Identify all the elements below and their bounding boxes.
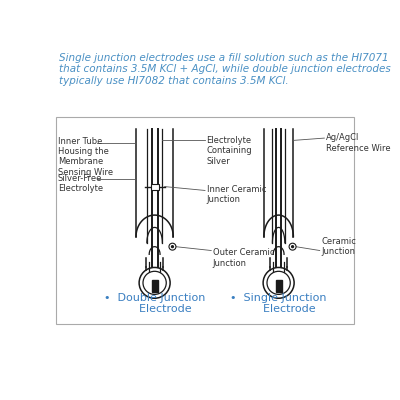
Bar [152,280,158,292]
Circle shape [292,246,294,248]
Text: Outer Ceramic
Junction: Outer Ceramic Junction [213,248,274,268]
Circle shape [143,271,166,294]
Text: Ceramic
Junction: Ceramic Junction [321,237,356,256]
Text: Single junction electrodes use a fill solution such as the HI7071
that contains : Single junction electrodes use a fill so… [59,53,391,86]
Text: •  Double Junction
      Electrode: • Double Junction Electrode [104,293,205,314]
Circle shape [267,271,290,294]
Bar [151,184,158,190]
Circle shape [139,268,170,298]
Circle shape [289,243,296,250]
Bar [276,280,282,292]
Circle shape [263,268,294,298]
Text: Inner Tube
Housing the
Membrane
Sensing Wire: Inner Tube Housing the Membrane Sensing … [58,136,113,177]
Circle shape [169,243,176,250]
Text: •  Single Junction
      Electrode: • Single Junction Electrode [230,293,327,314]
Bar [56,117,354,324]
Circle shape [172,246,173,248]
Text: Silver-Free
Electrolyte: Silver-Free Electrolyte [58,174,103,193]
Text: Electrolyte
Containing
Silver: Electrolyte Containing Silver [206,136,252,166]
Text: Inner Ceramic
Junction: Inner Ceramic Junction [206,185,266,204]
Text: Ag/AgCl
Reference Wire: Ag/AgCl Reference Wire [326,134,390,153]
